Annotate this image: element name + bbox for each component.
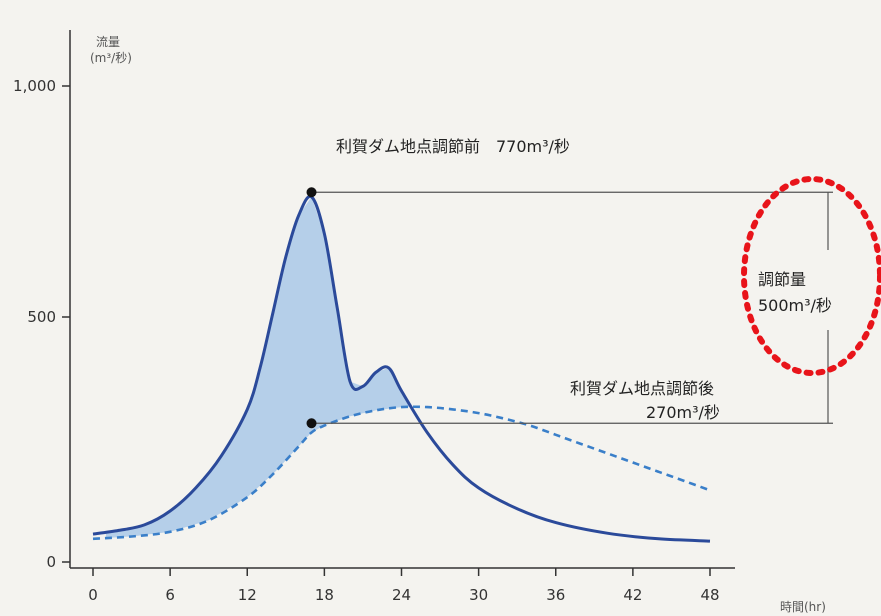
y-axis-title: 流量 xyxy=(96,35,120,49)
y-tick-label: 500 xyxy=(27,308,56,326)
x-tick-label: 24 xyxy=(392,586,411,604)
x-tick-label: 12 xyxy=(238,586,257,604)
y-tick-label: 0 xyxy=(46,553,56,571)
annotations: 利賀ダム地点調節前 770m³/秒 利賀ダム地点調節後 270m³/秒 調節量 … xyxy=(90,35,881,614)
x-tick-label: 42 xyxy=(623,586,642,604)
after-label-line1: 利賀ダム地点調節後 xyxy=(570,379,714,398)
x-tick-label: 6 xyxy=(165,586,175,604)
x-tick-label: 30 xyxy=(469,586,488,604)
diff-label-line2: 500m³/秒 xyxy=(758,296,832,315)
before-label: 利賀ダム地点調節前 770m³/秒 xyxy=(336,137,570,156)
x-tick-label: 18 xyxy=(315,586,334,604)
diff-label-line1: 調節量 xyxy=(758,270,806,289)
regulation-shaded-area xyxy=(105,196,415,538)
x-tick-label: 36 xyxy=(546,586,565,604)
y-axis-unit: (m³/秒) xyxy=(90,51,132,65)
after-peak-dot xyxy=(306,418,317,429)
x-axis-title: 時間(hr) xyxy=(780,600,826,614)
before-peak-dot xyxy=(306,187,317,198)
before-regulation-line xyxy=(92,194,711,543)
after-regulation-line xyxy=(92,405,711,541)
x-tick-label: 48 xyxy=(700,586,719,604)
tick-marks: 0 6 12 18 24 30 36 42 48 0 500 1,000 xyxy=(13,77,720,604)
x-tick-label: 0 xyxy=(88,586,98,604)
series-lines xyxy=(92,194,711,543)
axes xyxy=(69,30,735,569)
regulation-fill-area xyxy=(105,196,415,538)
highlight-circle xyxy=(741,176,881,376)
after-label-line2: 270m³/秒 xyxy=(646,403,720,422)
y-tick-label: 1,000 xyxy=(13,77,56,95)
